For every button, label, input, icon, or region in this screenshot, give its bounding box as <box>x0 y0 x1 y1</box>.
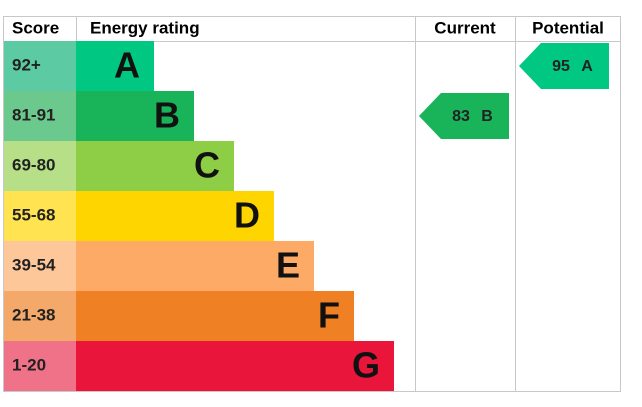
current-band: B <box>481 108 493 125</box>
current-value: 83 <box>452 108 470 125</box>
frame <box>3 16 621 392</box>
rating-letter: D <box>234 195 260 236</box>
score-label: 55-68 <box>12 205 55 224</box>
rating-bar <box>76 341 394 391</box>
rating-bar <box>76 291 354 341</box>
rating-letter: G <box>352 345 380 386</box>
rating-letter: F <box>318 295 340 336</box>
rating-bar <box>76 141 234 191</box>
header-current: Current <box>434 18 496 37</box>
potential-value: 95 <box>552 58 570 75</box>
rating-bar <box>76 91 194 141</box>
rating-bar <box>76 191 274 241</box>
rating-bar <box>76 41 154 91</box>
score-cell <box>4 41 76 91</box>
score-label: 92+ <box>12 55 41 74</box>
score-label: 1-20 <box>12 355 46 374</box>
score-cell <box>4 241 76 291</box>
score-cell <box>4 341 76 391</box>
score-cell <box>4 91 76 141</box>
header-score: Score <box>12 18 59 37</box>
rating-letter: E <box>276 245 300 286</box>
header-rating: Energy rating <box>90 18 200 37</box>
potential-arrow <box>519 43 609 89</box>
rating-letter: A <box>114 45 140 86</box>
current-arrow <box>419 93 509 139</box>
rating-bar <box>76 241 314 291</box>
score-label: 81-91 <box>12 105 55 124</box>
score-cell <box>4 291 76 341</box>
header-potential: Potential <box>532 18 604 37</box>
score-label: 39-54 <box>12 255 56 274</box>
score-cell <box>4 141 76 191</box>
score-label: 69-80 <box>12 155 55 174</box>
score-cell <box>4 191 76 241</box>
score-label: 21-38 <box>12 305 55 324</box>
potential-band: A <box>581 58 593 75</box>
rating-letter: B <box>154 95 180 136</box>
rating-letter: C <box>194 145 220 186</box>
